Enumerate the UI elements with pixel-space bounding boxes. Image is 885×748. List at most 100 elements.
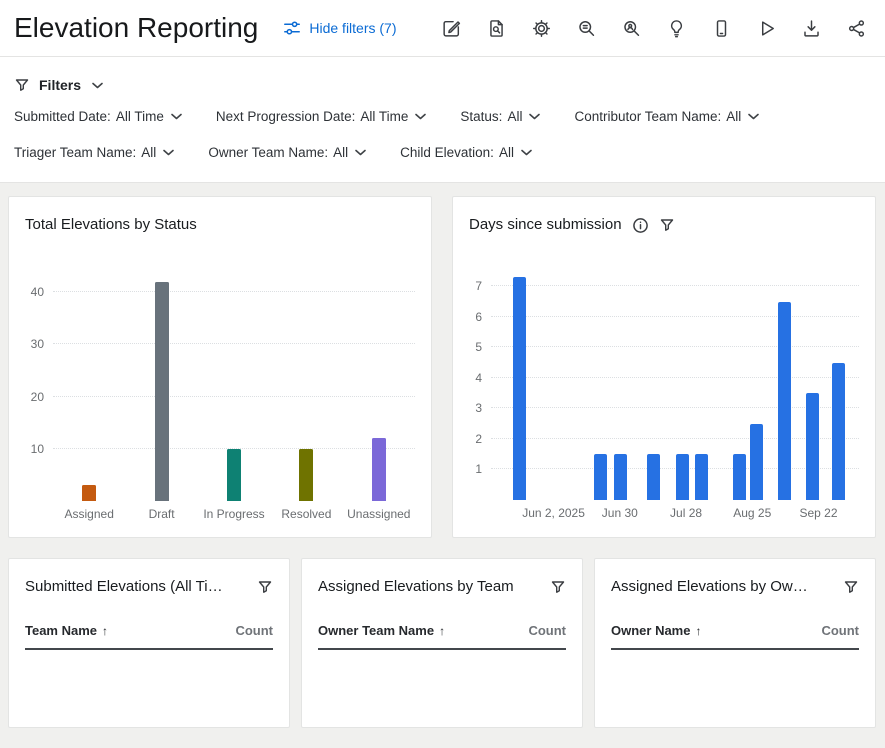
filter-submitted-date[interactable]: Submitted Date: All Time [14, 109, 182, 124]
filter-value: All [498, 145, 514, 160]
filter-status[interactable]: Status: All [460, 109, 541, 124]
chevron-down-icon [521, 149, 532, 156]
bar-in-progress[interactable] [227, 448, 241, 501]
column-header-owner-name[interactable]: Owner Name ↑ [611, 623, 701, 638]
y-tick-label: 6 [475, 309, 482, 324]
ideas-button[interactable] [666, 18, 687, 39]
filter-row-1: Submitted Date: All Time Next Progressio… [14, 109, 871, 124]
x-tick-label: Jul 28 [670, 506, 703, 520]
bar-2[interactable] [613, 454, 627, 500]
y-tick-label: 1 [475, 462, 482, 477]
filters-label: Filters [39, 77, 82, 93]
chevron-down-icon [529, 113, 541, 120]
card-total-elevations-by-status: Total Elevations by Status 10 20 30 40 Assi… [8, 196, 432, 538]
bar-4[interactable] [676, 454, 690, 500]
filters-header[interactable]: Filters [14, 77, 103, 93]
chevron-down-icon [92, 82, 103, 88]
y-tick-label: 30 [30, 337, 44, 352]
bar-10[interactable] [831, 362, 845, 500]
days-since-submission-chart-plot: 1 2 3 4 5 6 7 [475, 265, 859, 500]
table-title-row: Assigned Elevations by Team [318, 577, 566, 597]
sort-ascending-icon: ↑ [439, 623, 446, 638]
filter-button[interactable] [550, 579, 566, 595]
edit-button[interactable] [441, 18, 462, 39]
filter-value: All Time [360, 109, 409, 124]
column-label: Owner Name [611, 623, 691, 638]
column-header-count[interactable]: Count [235, 623, 273, 638]
table-header: Owner Team Name ↑ Count [318, 623, 566, 650]
filter-label: Next Progression Date: [215, 109, 356, 124]
filter-sliders-icon [284, 21, 301, 35]
play-button[interactable] [756, 18, 777, 39]
dashboard: Total Elevations by Status 10 20 30 40 Assi… [0, 183, 885, 748]
filter-owner-team-name[interactable]: Owner Team Name: All [208, 145, 366, 160]
share-button[interactable] [846, 18, 867, 39]
column-header-owner-team-name[interactable]: Owner Team Name ↑ [318, 623, 445, 638]
bar-7[interactable] [749, 423, 763, 500]
bar-unassigned[interactable] [371, 438, 386, 501]
bar-0[interactable] [512, 277, 526, 500]
filter-next-progression-date[interactable]: Next Progression Date: All Time [216, 109, 427, 124]
bar-3[interactable] [646, 454, 660, 500]
filter-value: All [726, 109, 742, 124]
bar-5[interactable] [695, 454, 709, 500]
y-tick-label: 40 [30, 285, 44, 300]
filter-contributor-team-name[interactable]: Contributor Team Name: All [574, 109, 760, 124]
card-title: Submitted Elevations (All Ti… [25, 578, 223, 595]
search-insights-icon [579, 20, 595, 36]
mobile-icon [716, 19, 727, 37]
mobile-preview-button[interactable] [711, 18, 732, 39]
bar-resolved[interactable] [299, 448, 314, 501]
settings-button[interactable] [531, 18, 552, 39]
gridline: 30 [31, 337, 415, 351]
page-search-icon [490, 19, 503, 37]
gridline: 6 [475, 310, 859, 324]
filter-button[interactable] [843, 579, 859, 595]
download-icon [804, 19, 819, 37]
filter-child-elevation[interactable]: Child Elevation: All [400, 145, 532, 160]
info-icon[interactable] [632, 217, 649, 234]
filter-label: Triager Team Name: [14, 145, 137, 160]
bar-9[interactable] [806, 393, 820, 500]
edit-icon [443, 20, 461, 37]
filter-triager-team-name[interactable]: Triager Team Name: All [14, 145, 175, 160]
preview-button[interactable] [486, 18, 507, 39]
insights-search-button[interactable] [576, 18, 597, 39]
column-header-count[interactable]: Count [821, 623, 859, 638]
filter-button[interactable] [257, 579, 273, 595]
bar-1[interactable] [593, 454, 607, 500]
table-title-row: Assigned Elevations by Ow… [611, 577, 859, 597]
bar-6[interactable] [733, 454, 747, 500]
chevron-down-icon [355, 149, 366, 156]
gridline: 10 [31, 442, 415, 456]
gridline: 20 [31, 390, 415, 404]
filter-value: All Time [115, 109, 164, 124]
filter-label: Submitted Date: [14, 109, 111, 124]
user-search-button[interactable] [621, 18, 642, 39]
lightbulb-icon [670, 19, 683, 37]
y-tick-label: 7 [475, 279, 482, 294]
bar-assigned[interactable] [82, 485, 97, 501]
column-header-team-name[interactable]: Team Name ↑ [25, 623, 108, 638]
table-header: Owner Name ↑ Count [611, 623, 859, 650]
x-tick-label: Sep 22 [799, 506, 838, 520]
filter-label: Child Elevation: [400, 145, 494, 160]
bar-8[interactable] [777, 301, 791, 500]
bar-draft[interactable] [154, 281, 169, 501]
y-tick-label: 4 [475, 370, 482, 385]
funnel-icon [551, 581, 565, 593]
hide-filters-button[interactable]: Hide filters (7) [282, 18, 397, 38]
table-header: Team Name ↑ Count [25, 623, 273, 650]
gridline: 5 [475, 340, 859, 354]
x-category-label: Unassigned [347, 507, 411, 521]
column-label: Team Name [25, 623, 98, 638]
gear-icon [532, 19, 551, 37]
funnel-icon[interactable] [659, 217, 675, 233]
chevron-down-icon [171, 113, 182, 120]
column-header-count[interactable]: Count [528, 623, 566, 638]
export-button[interactable] [801, 18, 822, 39]
y-tick-label: 2 [475, 431, 482, 446]
filter-value: All [141, 145, 157, 160]
y-tick-label: 10 [30, 441, 44, 456]
y-tick-label: 5 [475, 340, 482, 355]
